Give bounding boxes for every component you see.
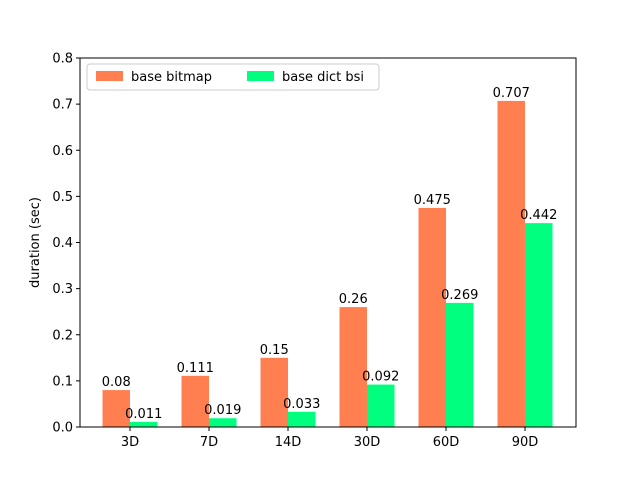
legend-label: base dict bsi	[282, 70, 364, 85]
y-tick-label: 0.4	[52, 236, 73, 251]
bar-value-label: 0.092	[362, 370, 399, 385]
bar-value-label: 0.269	[441, 288, 478, 303]
y-tick-label: 0.7	[52, 98, 73, 113]
bar-base-dict-bsi-30D	[367, 384, 395, 427]
bar-base-bitmap-60D	[418, 207, 446, 427]
y-tick-label: 0.5	[52, 190, 73, 205]
y-axis: 0.0 0.1 0.2 0.3 0.4 0.5 0.6 0.7 0.8	[52, 52, 80, 436]
y-tick-label: 0.6	[52, 144, 73, 159]
bar-base-bitmap-30D	[339, 307, 367, 427]
legend-label: base bitmap	[131, 70, 212, 85]
bar-base-bitmap-7D	[181, 375, 209, 427]
y-tick-label: 0.3	[52, 282, 73, 297]
x-tick-label: 7D	[200, 435, 218, 450]
bar-base-dict-bsi-7D	[209, 418, 237, 427]
x-tick-label: 30D	[354, 435, 381, 450]
x-tick-label: 60D	[433, 435, 460, 450]
y-tick-label: 0.0	[52, 421, 73, 436]
y-tick-label: 0.1	[52, 374, 73, 389]
legend-swatch	[247, 71, 274, 81]
x-tick-label: 3D	[121, 435, 139, 450]
bar-value-label: 0.019	[204, 403, 241, 418]
bar-value-label: 0.475	[414, 193, 451, 208]
bar-base-bitmap-90D	[497, 100, 525, 428]
bar-base-dict-bsi-3D	[130, 421, 158, 427]
legend-swatch	[96, 71, 123, 81]
legend: base bitmap base dict bsi	[86, 63, 380, 91]
bar-base-bitmap-3D	[102, 390, 130, 427]
x-tick-label: 90D	[512, 435, 539, 450]
plot-area: 0.08 0.011 0.111 0.019 0.15 0.033 0.26 0.092 0.4…	[102, 86, 557, 428]
bar-value-label: 0.442	[520, 208, 557, 223]
bar-base-dict-bsi-14D	[288, 411, 316, 427]
bar-value-label: 0.08	[102, 375, 131, 390]
x-tick-label: 14D	[275, 435, 302, 450]
bar-value-label: 0.033	[283, 397, 320, 412]
bar-base-dict-bsi-60D	[446, 302, 474, 427]
y-tick-label: 0.8	[52, 52, 73, 67]
legend-box	[86, 63, 380, 91]
bar-base-dict-bsi-90D	[525, 223, 553, 427]
bar-base-bitmap-14D	[260, 357, 288, 427]
bar-value-label: 0.111	[177, 361, 214, 376]
bar-value-label: 0.707	[493, 86, 530, 101]
x-axis: 3D 7D 14D 30D 60D 90D	[121, 427, 538, 450]
bar-value-label: 0.26	[339, 292, 368, 307]
bar-value-label: 0.15	[260, 343, 289, 358]
y-tick-label: 0.2	[52, 328, 73, 343]
bar-value-label: 0.011	[125, 407, 162, 422]
y-axis-label: duration (sec)	[28, 197, 43, 288]
